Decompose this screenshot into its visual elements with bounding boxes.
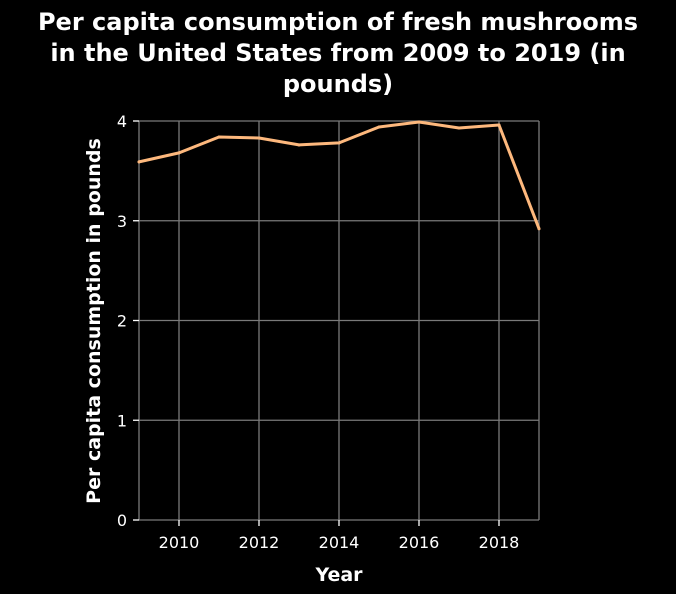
x-tick-label: 2018 bbox=[479, 533, 520, 552]
chart-title-line-1: Per capita consumption of fresh mushroom… bbox=[38, 8, 638, 36]
data-point-2013 bbox=[297, 143, 301, 147]
data-point-2018 bbox=[497, 123, 501, 127]
x-tick-label: 2012 bbox=[239, 533, 280, 552]
data-point-2015 bbox=[377, 125, 381, 129]
y-tick-label: 0 bbox=[117, 511, 127, 530]
data-point-2017 bbox=[457, 126, 461, 130]
series-group bbox=[137, 120, 541, 231]
x-axis-label: Year bbox=[314, 564, 363, 586]
x-tick-label: 2010 bbox=[159, 533, 200, 552]
y-tick-label: 3 bbox=[117, 212, 127, 231]
data-point-2009 bbox=[137, 160, 141, 164]
x-axis-ticks: 2010 2012 2014 2016 2018 bbox=[159, 520, 520, 552]
data-point-2010 bbox=[177, 151, 181, 155]
data-point-2019 bbox=[537, 227, 541, 231]
y-tick-label: 2 bbox=[117, 312, 127, 331]
data-point-2012 bbox=[257, 136, 261, 140]
x-tick-label: 2014 bbox=[319, 533, 360, 552]
chart-title-line-3: pounds) bbox=[283, 70, 393, 98]
y-axis-label: Per capita consumption in pounds bbox=[83, 138, 105, 504]
chart-title-line-2: in the United States from 2009 to 2019 (… bbox=[50, 39, 625, 67]
data-point-2016 bbox=[417, 120, 421, 124]
chart-title: Per capita consumption of fresh mushroom… bbox=[38, 8, 638, 98]
y-axis-ticks: 0 1 2 3 4 bbox=[117, 112, 139, 530]
x-tick-label: 2016 bbox=[399, 533, 440, 552]
grid bbox=[138, 120, 540, 521]
data-point-2011 bbox=[217, 135, 221, 139]
y-tick-label: 1 bbox=[117, 411, 127, 430]
y-tick-label: 4 bbox=[117, 112, 127, 131]
data-point-2014 bbox=[337, 141, 341, 145]
